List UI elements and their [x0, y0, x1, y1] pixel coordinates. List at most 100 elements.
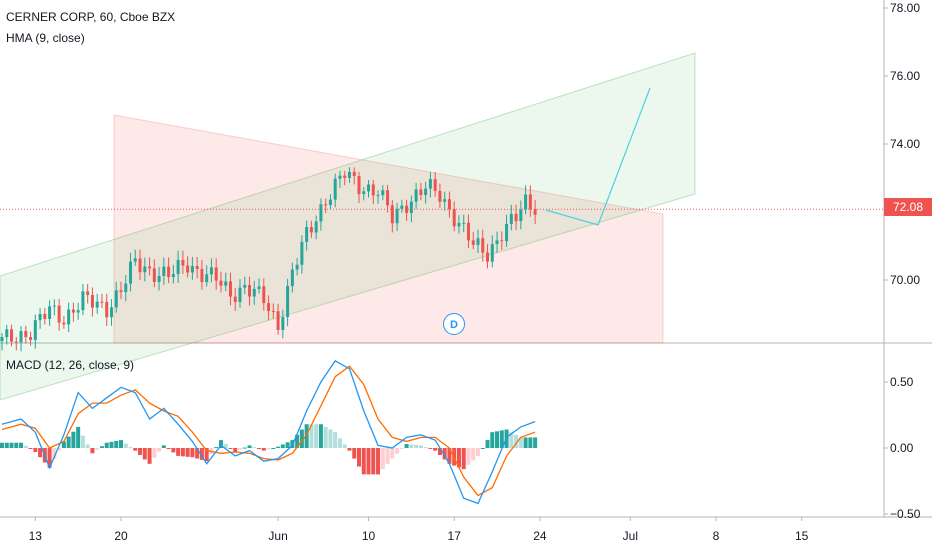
- candle-body: [152, 268, 156, 282]
- macd-histogram-bar: [152, 448, 157, 458]
- candle-body: [443, 199, 447, 202]
- macd-histogram-bar: [223, 444, 228, 448]
- candle-body: [10, 329, 14, 342]
- candle-body: [405, 205, 409, 213]
- candle-body: [281, 317, 285, 330]
- macd-histogram-bar: [518, 437, 523, 448]
- candle-body: [428, 179, 432, 189]
- macd-histogram-bar: [214, 447, 219, 449]
- candle-body: [409, 201, 413, 213]
- hma-indicator-label[interactable]: HMA (9, close): [6, 31, 85, 45]
- candle-body: [181, 259, 185, 266]
- macd-histogram-bar: [199, 448, 204, 460]
- candle-body: [195, 266, 199, 270]
- macd-histogram-bar: [414, 444, 419, 448]
- candle-body: [228, 281, 232, 297]
- macd-histogram-bar: [385, 448, 390, 464]
- candle-body: [347, 171, 351, 178]
- macd-histogram-bar: [456, 448, 461, 468]
- candle-body: [209, 267, 213, 275]
- macd-histogram-bar: [147, 448, 152, 464]
- macd-histogram-bar: [104, 442, 109, 448]
- macd-indicator-label[interactable]: MACD (12, 26, close, 9): [6, 358, 135, 372]
- candle-body: [143, 266, 147, 273]
- macd-histogram-bar: [528, 437, 533, 448]
- candle-body: [466, 222, 470, 241]
- macd-histogram-bar: [85, 444, 90, 448]
- macd-histogram-bar: [295, 434, 300, 448]
- macd-histogram-bar: [19, 442, 24, 448]
- candle-body: [271, 311, 275, 313]
- ascending-channel: [0, 52, 696, 401]
- macd-histogram-bar: [247, 445, 252, 448]
- candle-body: [343, 175, 347, 178]
- macd-histogram-bar: [180, 448, 185, 457]
- macd-histogram-bar: [228, 448, 233, 449]
- candle-body: [48, 306, 52, 319]
- candle-body: [490, 244, 494, 262]
- candle-body: [305, 227, 309, 242]
- candle-body: [148, 266, 152, 269]
- macd-histogram-bar: [252, 447, 257, 449]
- candle-body: [133, 258, 137, 262]
- symbol-title[interactable]: CERNER CORP, 60, Cboe BZX: [6, 10, 176, 24]
- macd-histogram-bar: [447, 448, 452, 464]
- macd-histogram-bar: [399, 448, 404, 449]
- candle-body: [57, 305, 61, 323]
- macd-histogram-bar: [437, 448, 442, 456]
- candle-body: [86, 291, 90, 296]
- macd-histogram-bar: [442, 448, 447, 460]
- candle-body: [205, 274, 209, 283]
- macd-histogram-bar: [480, 448, 485, 449]
- macd-histogram-bar: [366, 448, 371, 475]
- macd-histogram-bar: [299, 429, 304, 448]
- macd-line: [1, 360, 536, 505]
- macd-histogram-bar: [38, 448, 43, 458]
- macd-histogram-bar: [309, 424, 314, 448]
- candle-body: [29, 337, 33, 340]
- macd-histogram-bar: [337, 438, 342, 448]
- candle-body: [362, 191, 366, 195]
- macd-histogram-bar: [76, 426, 81, 448]
- candle-body: [114, 290, 118, 308]
- time-tick-label: Jun: [268, 529, 287, 543]
- time-tick-label: 10: [362, 529, 376, 543]
- macd-histogram-bar: [418, 445, 423, 448]
- macd-histogram-bar: [52, 448, 57, 459]
- macd-histogram-bar: [476, 448, 480, 456]
- price-tick-label: 76.00: [890, 69, 920, 83]
- time-tick-label: Jul: [623, 529, 638, 543]
- macd-histogram-bar: [242, 447, 247, 449]
- candle-body: [390, 205, 394, 224]
- macd-histogram-bar: [114, 440, 119, 448]
- macd-histogram-bar: [71, 431, 76, 448]
- time-tick-label: 20: [114, 529, 128, 543]
- price-tick-label: 78.00: [890, 1, 920, 15]
- candle-body: [300, 241, 304, 265]
- candle-body: [447, 199, 451, 210]
- last-price-badge: 72.08: [884, 198, 932, 216]
- macd-histogram-bar: [161, 445, 166, 448]
- dividend-marker[interactable]: D: [443, 313, 465, 335]
- macd-histogram-bar: [276, 446, 281, 448]
- candle-body: [176, 259, 180, 275]
- candle-body: [486, 252, 490, 262]
- candle-body: [309, 227, 313, 233]
- macd-histogram-bar: [318, 424, 323, 448]
- macd-histogram-bar: [133, 448, 138, 451]
- candle-body: [105, 301, 109, 318]
- macd-histogram-bar: [271, 448, 276, 449]
- candle-body: [524, 194, 528, 210]
- macd-histogram-bar: [23, 445, 28, 448]
- macd-histogram-bar: [495, 431, 500, 448]
- price-tick-label: 70.00: [890, 273, 920, 287]
- macd-tick-label: −0.50: [890, 507, 921, 521]
- candle-body: [386, 190, 390, 206]
- macd-histogram-bar: [490, 432, 495, 448]
- candle-body: [33, 320, 37, 340]
- candle-body: [324, 204, 328, 206]
- candle-body: [0, 337, 4, 342]
- macd-histogram-bar: [428, 448, 433, 449]
- candle-body: [157, 276, 161, 282]
- candle-body: [24, 331, 28, 338]
